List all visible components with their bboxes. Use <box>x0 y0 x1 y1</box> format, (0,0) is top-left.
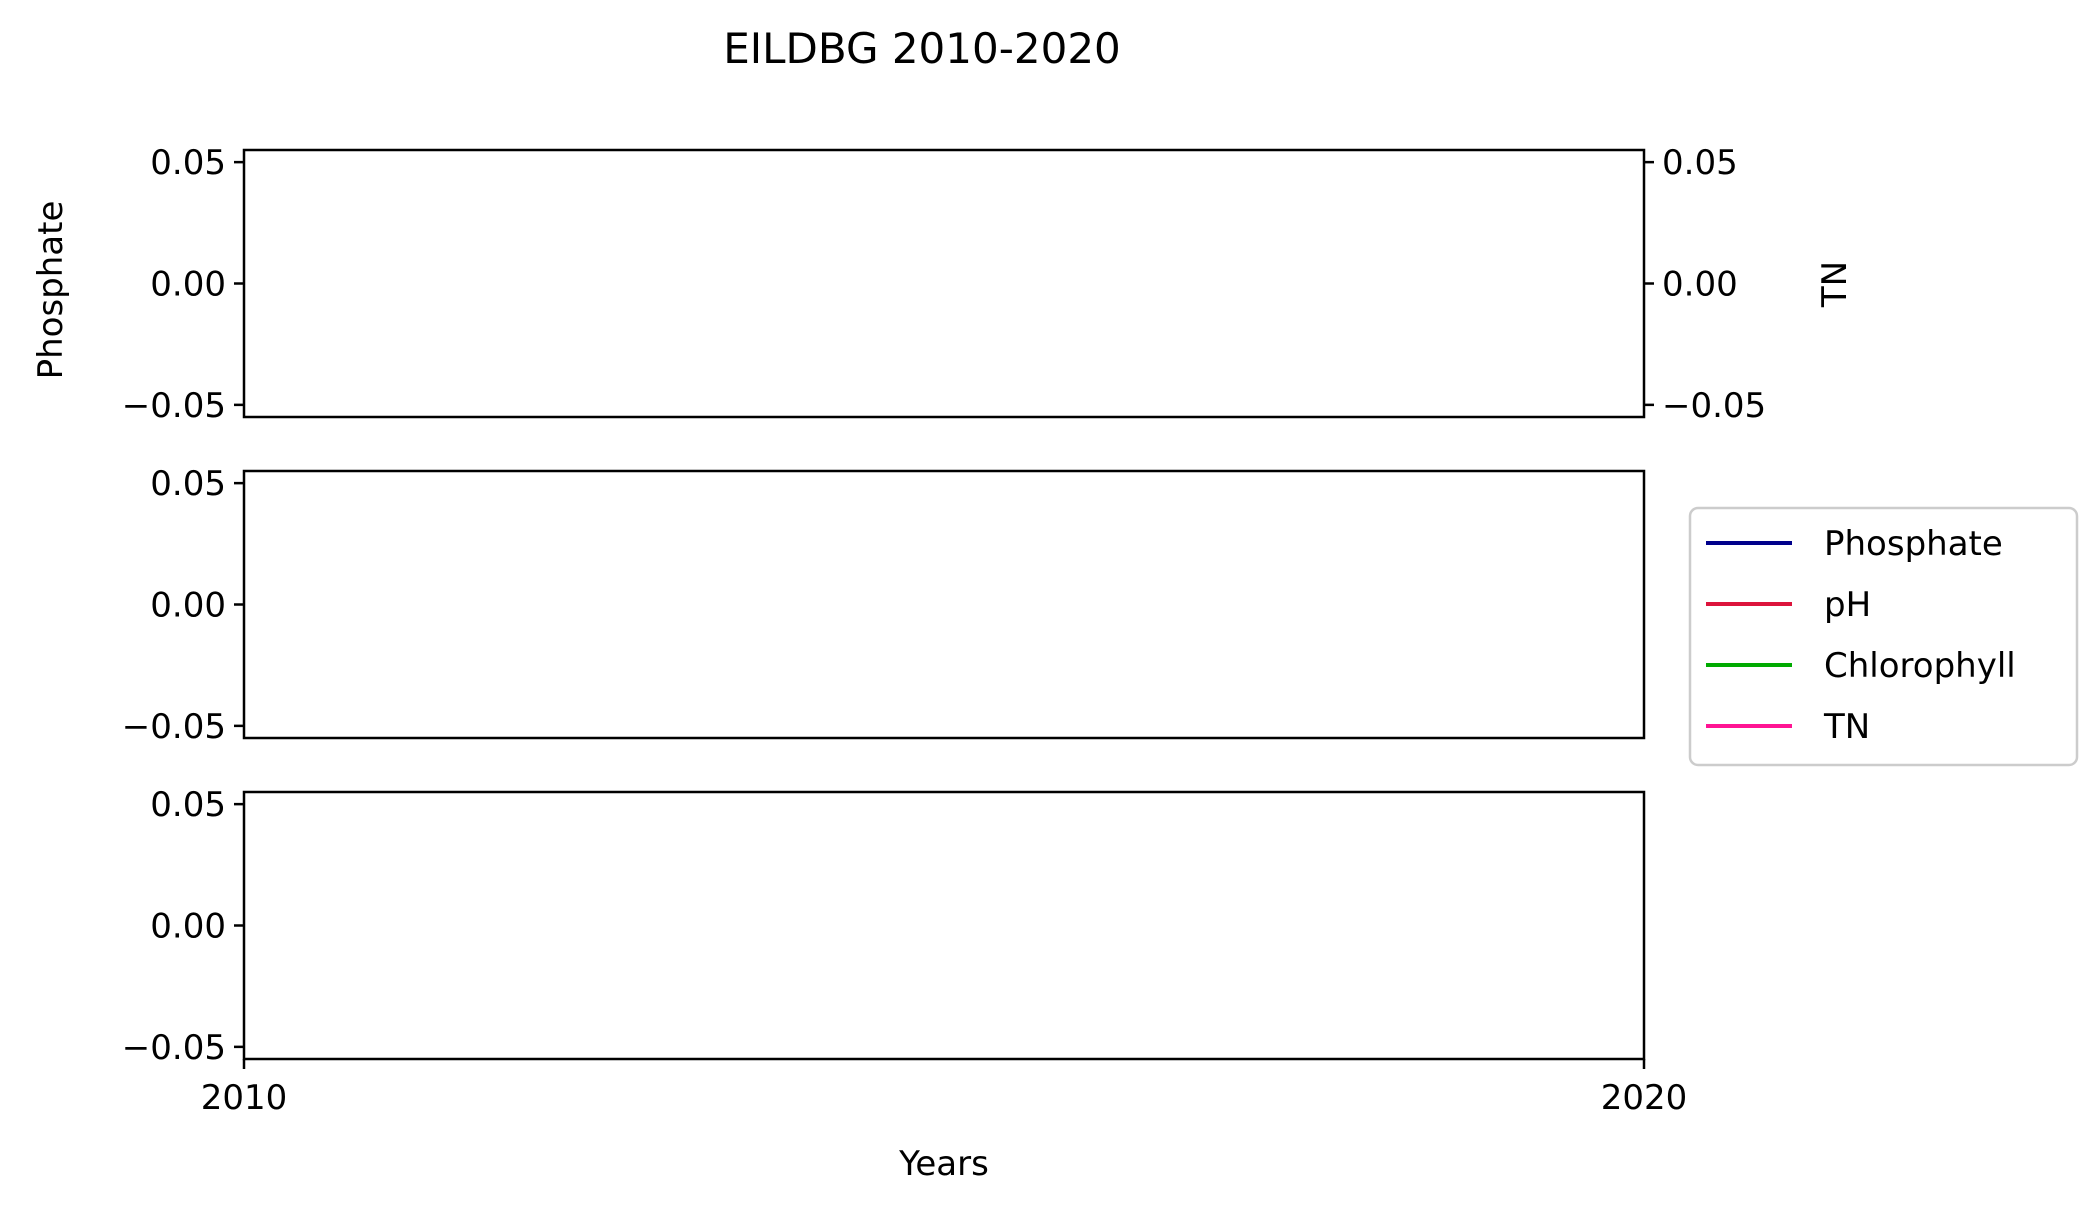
panel-2: 0.05 0.00 −0.05 <box>122 464 1646 747</box>
panel-1-twin-y-ticks: 0.05 0.00 −0.05 <box>1644 143 1766 426</box>
panel-3-y-tick-label: 0.00 <box>150 907 226 947</box>
panel-3-frame <box>242 790 1646 1061</box>
panel-2-y-tick-label: −0.05 <box>122 707 226 747</box>
panel-1-twin-y-tick-label: −0.05 <box>1662 386 1766 426</box>
panel-1-y-ticks: 0.05 0.00 −0.05 <box>122 143 244 426</box>
chart-title: EILDBG 2010-2020 <box>723 24 1121 73</box>
legend-label-ph: pH <box>1824 585 1871 625</box>
panel-3-y-tick-label: 0.05 <box>150 785 226 825</box>
x-tick-label: 2020 <box>1601 1078 1688 1118</box>
panel-1-y-tick-label: 0.05 <box>150 143 226 183</box>
legend-label-tn: TN <box>1823 707 1870 747</box>
x-tick-label: 2010 <box>201 1078 288 1118</box>
panel-2-frame <box>242 469 1646 740</box>
panel-1-twin-ylabel: TN <box>1815 261 1855 308</box>
panel-1: 0.05 0.00 −0.05 0.05 0.00 −0.05 Phosphate TN <box>31 143 1855 426</box>
legend-label-phosphate: Phosphate <box>1824 524 2003 564</box>
panel-1-y-tick-label: −0.05 <box>122 386 226 426</box>
panel-2-y-ticks: 0.05 0.00 −0.05 <box>122 464 244 747</box>
legend: Phosphate pH Chlorophyll TN <box>1688 506 2079 767</box>
panel-2-y-tick-label: 0.00 <box>150 586 226 626</box>
panel-3-y-tick-label: −0.05 <box>122 1028 226 1068</box>
panel-3: 0.05 0.00 −0.05 2010 2020 <box>122 785 1687 1118</box>
panel-1-frame <box>242 148 1646 419</box>
panel-3-y-ticks: 0.05 0.00 −0.05 <box>122 785 244 1068</box>
panel-1-ylabel: Phosphate <box>31 201 71 380</box>
panel-2-y-tick-label: 0.05 <box>150 464 226 504</box>
panel-1-twin-y-tick-label: 0.05 <box>1662 143 1738 183</box>
panel-1-twin-y-tick-label: 0.00 <box>1662 265 1738 305</box>
legend-label-chlorophyll: Chlorophyll <box>1824 646 2016 686</box>
x-axis-label: Years <box>898 1144 989 1184</box>
x-ticks: 2010 2020 <box>201 1059 1688 1118</box>
panel-1-y-tick-label: 0.00 <box>150 265 226 305</box>
legend-frame <box>1688 506 2079 767</box>
